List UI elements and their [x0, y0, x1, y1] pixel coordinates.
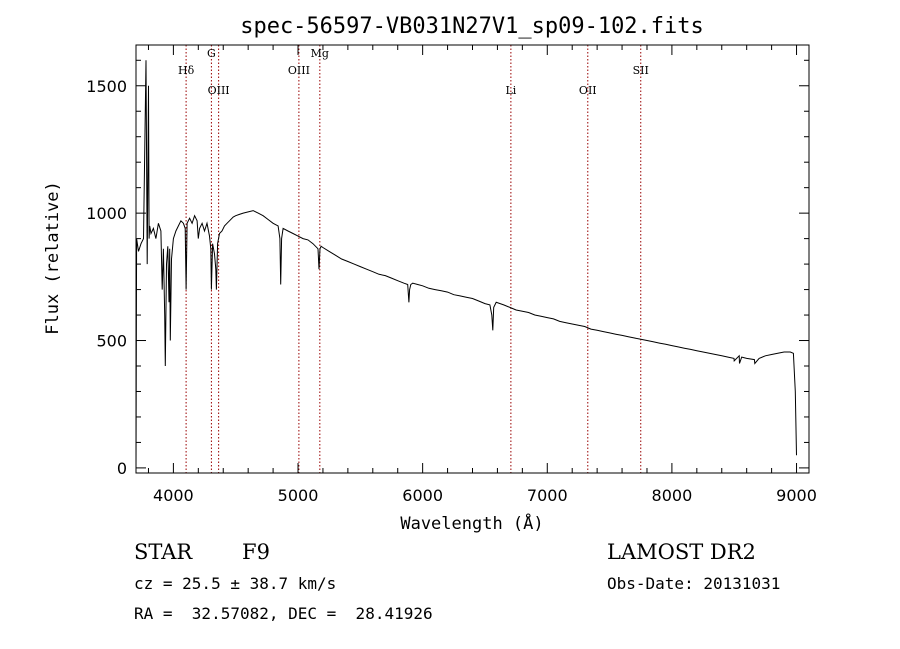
y-tick-label: 1000: [86, 204, 127, 223]
survey-name: LAMOST DR2: [607, 540, 756, 564]
object-subclass: F9: [242, 540, 270, 564]
plot-frame: [135, 44, 810, 474]
x-tick-label: 7000: [527, 486, 568, 505]
y-axis-label: Flux (relative): [43, 181, 63, 335]
x-tick-label: 5000: [278, 486, 319, 505]
y-tick-label: 1500: [86, 77, 127, 96]
object-class: STAR: [134, 540, 193, 564]
spectral-line-label: OII: [579, 84, 597, 97]
y-tick-label: 0: [117, 459, 127, 478]
x-axis-label: Wavelength (Å): [400, 512, 543, 534]
spectral-line-label: G: [207, 47, 216, 60]
coordinates-readout: RA = 32.57082, DEC = 28.41926: [134, 604, 433, 623]
spectral-line-label: SII: [633, 64, 649, 77]
obs-date-readout: Obs-Date: 20131031: [607, 574, 781, 593]
chart-title: spec-56597-VB031N27V1_sp09-102.fits: [240, 14, 704, 39]
x-axis-ticks: 4000 5000 6000 7000 8000 9000: [147, 45, 817, 505]
spectrum-series-line: [135, 60, 797, 468]
x-tick-label: 8000: [652, 486, 693, 505]
redshift-readout: cz = 25.5 ± 38.7 km/s: [134, 574, 337, 593]
y-tick-label: 500: [96, 332, 127, 351]
spectral-line-label: OIII: [208, 84, 230, 97]
spectral-line-label: Mg: [311, 47, 329, 60]
spectral-line-label: Li: [505, 84, 516, 97]
spectral-line-label: OIII: [288, 64, 310, 77]
y-axis-ticks: 0 500 1000 1500: [86, 59, 809, 478]
x-tick-label: 9000: [776, 486, 817, 505]
spectral-line-label: Hδ: [178, 64, 195, 77]
x-tick-label: 6000: [402, 486, 443, 505]
x-tick-label: 4000: [153, 486, 194, 505]
